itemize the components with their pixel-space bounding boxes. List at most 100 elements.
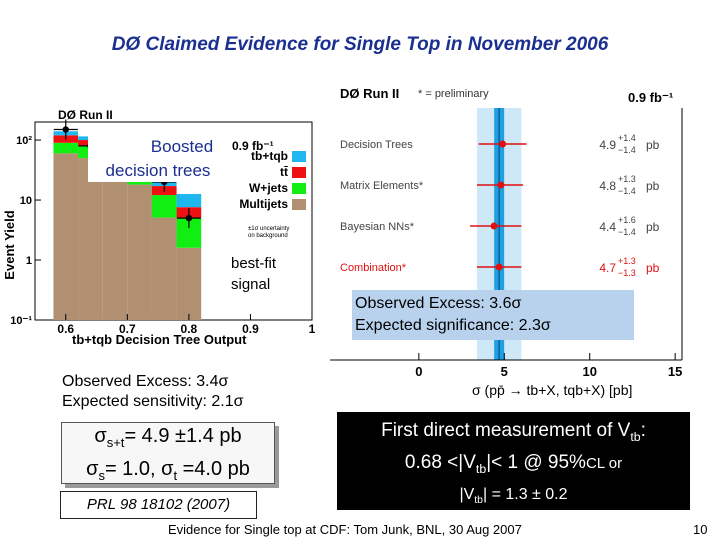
page-number: 10 [693, 522, 708, 537]
histogram-bar [151, 195, 177, 218]
measurement-error-down: −1.3 [618, 268, 636, 278]
y-tick-label: 10⁻¹ [10, 315, 32, 327]
histogram-bar [176, 247, 202, 320]
uncertainty-label-2: on background [248, 233, 288, 239]
legend-swatch [292, 199, 306, 210]
preliminary-note: * = preliminary [418, 88, 489, 100]
x-tick-label: 0.9 [242, 322, 259, 336]
left-plot-header: DØ Run II [58, 108, 113, 122]
y-tick-label: 10² [16, 135, 32, 147]
sigma-s-t-line: σs= 1.0, σt =4.0 pb [62, 456, 274, 489]
measurement-error-up: +1.4 [618, 133, 636, 143]
x-tick-label: 0.7 [119, 322, 136, 336]
measurement-unit: pb [646, 179, 660, 193]
measurement-error-up: +1.3 [618, 174, 636, 184]
measurement-unit: pb [646, 220, 660, 234]
measurement-name: Decision Trees [340, 139, 413, 151]
data-point [62, 126, 69, 133]
observed-excess-right-box: Observed Excess: 3.6σ Expected significa… [352, 290, 634, 340]
measurement-name: Bayesian NNs* [340, 221, 415, 233]
x-tick-label: 0.6 [57, 322, 74, 336]
vtb-subscript: tb [630, 429, 641, 444]
expected-sensitivity: Expected sensitivity: 2.1σ [62, 393, 244, 410]
histogram-bar [78, 158, 103, 320]
y-axis-label: Event Yield [2, 210, 17, 279]
right-x-tick-label: 15 [668, 364, 682, 379]
measurement-value: 4.4 [599, 220, 616, 234]
decision-tree-histogram: DØ Run II Event Yield tb+tqb Decision Tr… [2, 108, 316, 347]
x-tick-label: 1 [309, 322, 316, 336]
legend-label: tt̄ [280, 165, 288, 179]
measurement-error-down: −1.4 [618, 227, 636, 237]
measurement-unit: pb [646, 138, 660, 152]
data-point [185, 214, 193, 222]
vtb-subscript: tb [474, 494, 483, 506]
x-axis-label: tb+tqb Decision Tree Output [72, 332, 247, 347]
best-fit-label: best-fit [231, 255, 277, 272]
legend-swatch [292, 151, 306, 162]
sigma-symbol: σ [86, 458, 99, 480]
legend-label: W+jets [249, 181, 288, 195]
vtb-line-2: 0.68 <|Vtb|< 1 @ 95%CL or [337, 450, 690, 482]
vtb-text: : [640, 420, 646, 441]
sigma-t-value: =4.0 pb [177, 458, 250, 480]
measurement-point [490, 222, 498, 230]
histogram-bar [53, 153, 79, 320]
overlay-backdrop [88, 132, 228, 182]
left-lumi: 0.9 fb⁻¹ [232, 139, 274, 153]
right-x-tick-label: 0 [415, 364, 422, 379]
sigma-st-line: σs+t= 4.9 ±1.4 pb [62, 423, 274, 456]
y-tick-label: 1 [26, 255, 32, 267]
histogram-bar [127, 184, 152, 320]
measurement-error-up: +1.3 [618, 256, 636, 266]
sigma-st-subscript: s+t [106, 435, 125, 450]
sigma-t-subscript: t [173, 468, 178, 483]
measurement-unit: pb [646, 261, 660, 275]
vtb-measurement-box: First direct measurement of Vtb: 0.68 <|… [337, 412, 690, 510]
vtb-text: First direct measurement of V [381, 420, 631, 441]
legend-label: tb+tqb [251, 149, 288, 163]
observed-excess-left-block: Observed Excess: 3.4σ Expected sensitivi… [62, 372, 244, 412]
measurement-error-down: −1.4 [618, 145, 636, 155]
vtb-text: 0.68 <|V [404, 451, 476, 473]
histogram-bar [53, 142, 79, 154]
x-tick-label: 0.8 [181, 322, 198, 336]
right-plot-header: DØ Run II [340, 86, 399, 101]
right-x-tick-label: 5 [501, 364, 508, 379]
cross-section-box: σs+t= 4.9 ±1.4 pb σs= 1.0, σt =4.0 pb [61, 422, 275, 484]
measurement-point [499, 140, 507, 148]
vtb-subscript: tb [475, 461, 487, 476]
measurement-error-up: +1.6 [618, 215, 636, 225]
slide-footer: Evidence for Single top at CDF: Tom Junk… [168, 522, 522, 537]
vtb-cl-text: CL or [585, 454, 623, 472]
measurement-point [495, 263, 503, 271]
vtb-line-3: |Vtb| = 1.3 ± 0.2 [337, 482, 690, 514]
sigma-s-value: = 1.0, [104, 458, 162, 480]
measurement-point [497, 181, 505, 189]
y-tick-label: 10 [20, 195, 32, 207]
sigma-st-value: = 4.9 ±1.4 pb [124, 425, 242, 447]
cross-section-summary-plot: DØ Run II * = preliminary 0.9 fb⁻¹ Decis… [330, 80, 690, 398]
legend-label: Multijets [239, 197, 288, 211]
measurement-name: Matrix Elements* [340, 180, 424, 192]
uncertainty-label: ±1σ uncertainty [248, 226, 289, 232]
slide-title: DØ Claimed Evidence for Single Top in No… [111, 34, 609, 55]
vtb-line-1: First direct measurement of Vtb: [337, 418, 690, 450]
measurement-value: 4.7 [599, 261, 616, 275]
sigma-s-subscript: s [98, 468, 105, 483]
decision-trees-label: decision trees [106, 161, 211, 180]
observed-excess-right: Observed Excess: 3.6σ [355, 295, 522, 312]
vtb-text: |< 1 @ 95% [486, 451, 586, 473]
right-lumi: 0.9 fb⁻¹ [628, 90, 673, 105]
observed-excess-left: Observed Excess: 3.4σ [62, 373, 229, 390]
vtb-text: |V [459, 485, 475, 503]
histogram-bar [151, 217, 177, 320]
histogram-bar [102, 171, 128, 320]
measurement-value: 4.9 [599, 138, 616, 152]
best-fit-backdrop [226, 253, 288, 299]
prl-reference-box: PRL 98 18102 (2007) [60, 491, 257, 519]
vtb-text: | = 1.3 ± 0.2 [482, 485, 568, 503]
legend-swatch [292, 167, 306, 178]
right-x-axis-label: σ (pp̄ → tb+X, tqb+X) [pb] [472, 382, 632, 398]
right-x-tick-label: 10 [582, 364, 596, 379]
